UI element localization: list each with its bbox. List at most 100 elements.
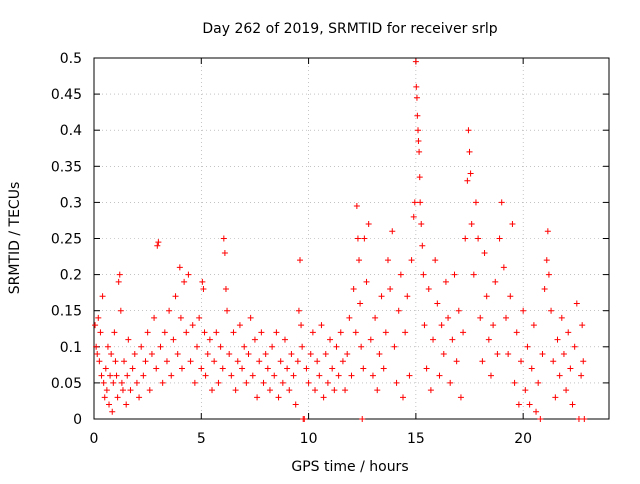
data-point (286, 387, 293, 394)
data-point (581, 416, 588, 422)
data-point (159, 379, 166, 386)
data-point (423, 365, 430, 372)
data-point (389, 228, 396, 235)
data-point (569, 401, 576, 408)
data-point (552, 394, 559, 401)
y-axis-label: SRMTID / TECUs (7, 182, 23, 295)
data-point (513, 329, 520, 336)
data-point (535, 379, 542, 386)
data-point (387, 286, 394, 293)
data-point (567, 365, 574, 372)
data-point (116, 271, 123, 278)
data-point (356, 257, 363, 264)
data-point (460, 329, 467, 336)
data-point (277, 358, 284, 365)
data-point (266, 387, 273, 394)
data-point (281, 336, 288, 343)
data-point (408, 257, 415, 264)
data-point (271, 372, 278, 379)
data-point (236, 322, 243, 329)
data-point (344, 351, 351, 358)
data-point (187, 358, 194, 365)
data-point (200, 286, 207, 293)
data-point (475, 235, 482, 242)
data-point (226, 351, 233, 358)
data-point (324, 379, 331, 386)
data-point (464, 177, 471, 184)
data-point (299, 343, 306, 350)
data-point (98, 372, 105, 379)
data-point (556, 372, 563, 379)
data-point (413, 94, 420, 101)
data-point (127, 387, 134, 394)
data-point (436, 372, 443, 379)
data-point (131, 351, 138, 358)
data-point (380, 365, 387, 372)
y-tick-label: 0.3 (60, 195, 82, 211)
data-point (352, 329, 359, 336)
data-point (465, 127, 472, 134)
data-point (243, 379, 250, 386)
data-point (438, 322, 445, 329)
data-point (111, 329, 118, 336)
data-point (526, 401, 533, 408)
data-point (198, 365, 205, 372)
data-point (481, 249, 488, 256)
y-tick-label: 0.05 (51, 376, 82, 392)
data-point (230, 329, 237, 336)
data-point (292, 401, 299, 408)
data-point (578, 372, 585, 379)
data-point (395, 307, 402, 314)
data-point (511, 379, 518, 386)
data-point (545, 271, 552, 278)
data-point (146, 387, 153, 394)
data-point (434, 300, 441, 307)
data-point (154, 242, 161, 249)
data-point (374, 387, 381, 394)
data-point (239, 365, 246, 372)
data-point (322, 351, 329, 358)
data-point (290, 372, 297, 379)
data-point (528, 365, 535, 372)
data-point (558, 314, 565, 321)
y-tick-label: 0.5 (60, 51, 82, 67)
x-tick-label: 5 (197, 431, 206, 447)
data-point (107, 372, 114, 379)
data-point (298, 322, 305, 329)
x-tick-label: 20 (514, 431, 532, 447)
data-point (217, 343, 224, 350)
data-point (245, 351, 252, 358)
data-point (487, 372, 494, 379)
data-point (416, 174, 423, 181)
data-point (99, 293, 106, 300)
y-tick-label: 0.45 (51, 87, 82, 103)
data-point (262, 351, 269, 358)
data-point (335, 372, 342, 379)
data-point (490, 322, 497, 329)
data-point (204, 351, 211, 358)
data-point (353, 203, 360, 210)
data-point (417, 199, 424, 206)
data-point (363, 278, 370, 285)
data-point (505, 351, 512, 358)
data-point (194, 343, 200, 350)
data-point (305, 379, 312, 386)
data-point (102, 365, 109, 372)
data-point (273, 329, 280, 336)
data-point (384, 257, 391, 264)
data-point (312, 387, 319, 394)
data-point (189, 322, 196, 329)
data-point (260, 379, 267, 386)
data-point (509, 221, 516, 228)
data-point (447, 379, 454, 386)
y-tick-label: 0.2 (60, 268, 82, 284)
data-point (365, 221, 372, 228)
data-point (301, 416, 308, 422)
data-point (543, 257, 550, 264)
data-point (554, 336, 561, 343)
data-point (161, 329, 168, 336)
data-point (445, 314, 452, 321)
data-point (333, 343, 340, 350)
data-point (580, 358, 587, 365)
data-point (467, 170, 474, 177)
